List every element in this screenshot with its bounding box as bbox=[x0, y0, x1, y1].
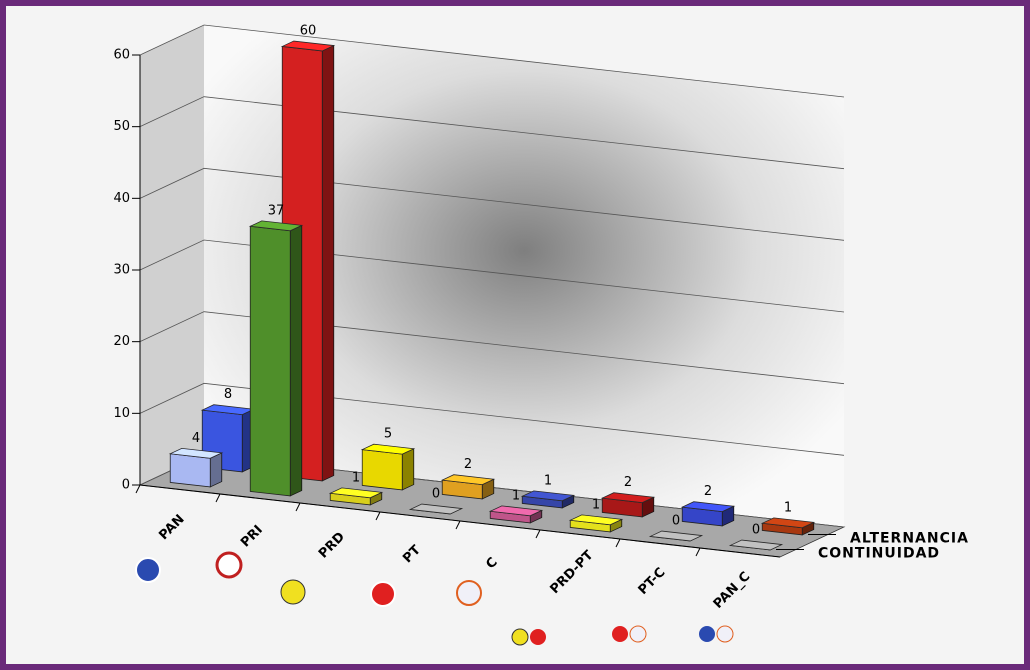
value-label: 2 bbox=[464, 457, 472, 472]
value-label: 1 bbox=[352, 470, 360, 485]
bar bbox=[760, 517, 816, 536]
bar bbox=[440, 474, 496, 500]
y-tick-label: 20 bbox=[113, 334, 130, 349]
bar-front bbox=[361, 449, 403, 491]
grid-line bbox=[139, 311, 845, 385]
bar bbox=[680, 501, 736, 527]
grid-line bbox=[139, 167, 845, 241]
x-tick bbox=[375, 511, 381, 521]
x-tick bbox=[135, 484, 141, 494]
value-label: 37 bbox=[268, 203, 285, 218]
series-label: ALTERNANCIA bbox=[850, 531, 969, 547]
bar-top bbox=[280, 40, 336, 52]
bar-top bbox=[728, 539, 784, 551]
bar bbox=[248, 220, 304, 497]
bar-top bbox=[168, 447, 224, 459]
bar-top bbox=[440, 474, 496, 486]
bar-top bbox=[600, 492, 656, 504]
y-tick-label: 40 bbox=[113, 191, 130, 206]
bar bbox=[360, 443, 416, 491]
value-label: 5 bbox=[384, 427, 392, 442]
x-tick bbox=[535, 529, 541, 539]
bar-side bbox=[401, 448, 415, 491]
bar-side bbox=[209, 452, 223, 488]
x-tick bbox=[215, 493, 221, 503]
bar-side bbox=[321, 44, 335, 482]
bar-top bbox=[568, 514, 624, 526]
y-tick-label: 60 bbox=[113, 48, 130, 63]
x-tick bbox=[695, 547, 701, 557]
bar bbox=[648, 530, 704, 542]
bar bbox=[408, 503, 464, 515]
bar-top bbox=[360, 443, 416, 455]
value-label: 4 bbox=[192, 431, 200, 446]
bar-top bbox=[680, 501, 736, 513]
series-label: CONTINUIDAD bbox=[818, 546, 940, 562]
x-tick bbox=[615, 538, 621, 548]
bar-top bbox=[248, 220, 304, 232]
logos bbox=[135, 551, 734, 646]
value-label: 2 bbox=[704, 484, 712, 499]
value-label: 8 bbox=[224, 387, 232, 402]
value-label: 1 bbox=[512, 488, 520, 503]
bar-front bbox=[169, 453, 211, 488]
bar-front bbox=[249, 225, 291, 497]
y-tick-label: 50 bbox=[113, 119, 130, 134]
y-tick-label: 10 bbox=[113, 406, 130, 421]
grid-line bbox=[139, 96, 845, 170]
bar bbox=[488, 505, 544, 524]
value-label: 0 bbox=[752, 523, 760, 538]
bar bbox=[568, 514, 624, 533]
value-label: 0 bbox=[672, 514, 680, 529]
bar-top bbox=[408, 503, 464, 515]
value-label: 2 bbox=[624, 475, 632, 490]
bar bbox=[328, 487, 384, 506]
value-label: 1 bbox=[592, 497, 600, 512]
value-label: 1 bbox=[544, 473, 552, 488]
bar-top bbox=[760, 517, 816, 529]
y-tick-label: 30 bbox=[113, 263, 130, 278]
bar bbox=[600, 492, 656, 518]
x-tick bbox=[455, 520, 461, 530]
bar bbox=[520, 490, 576, 509]
bar-top bbox=[328, 487, 384, 499]
grid-line bbox=[139, 239, 845, 313]
x-tick bbox=[295, 502, 301, 512]
bar-top bbox=[520, 490, 576, 502]
value-label: 1 bbox=[784, 500, 792, 515]
y-tick-label: 0 bbox=[122, 478, 130, 493]
bar-top bbox=[648, 530, 704, 542]
value-label: 0 bbox=[432, 487, 440, 502]
grid-line bbox=[139, 24, 845, 98]
bar bbox=[728, 539, 784, 551]
bar-top bbox=[488, 505, 544, 517]
bar bbox=[168, 447, 224, 488]
bar-side bbox=[289, 224, 303, 497]
value-label: 60 bbox=[300, 24, 317, 39]
bar bbox=[280, 40, 336, 482]
grid-line bbox=[139, 382, 845, 456]
